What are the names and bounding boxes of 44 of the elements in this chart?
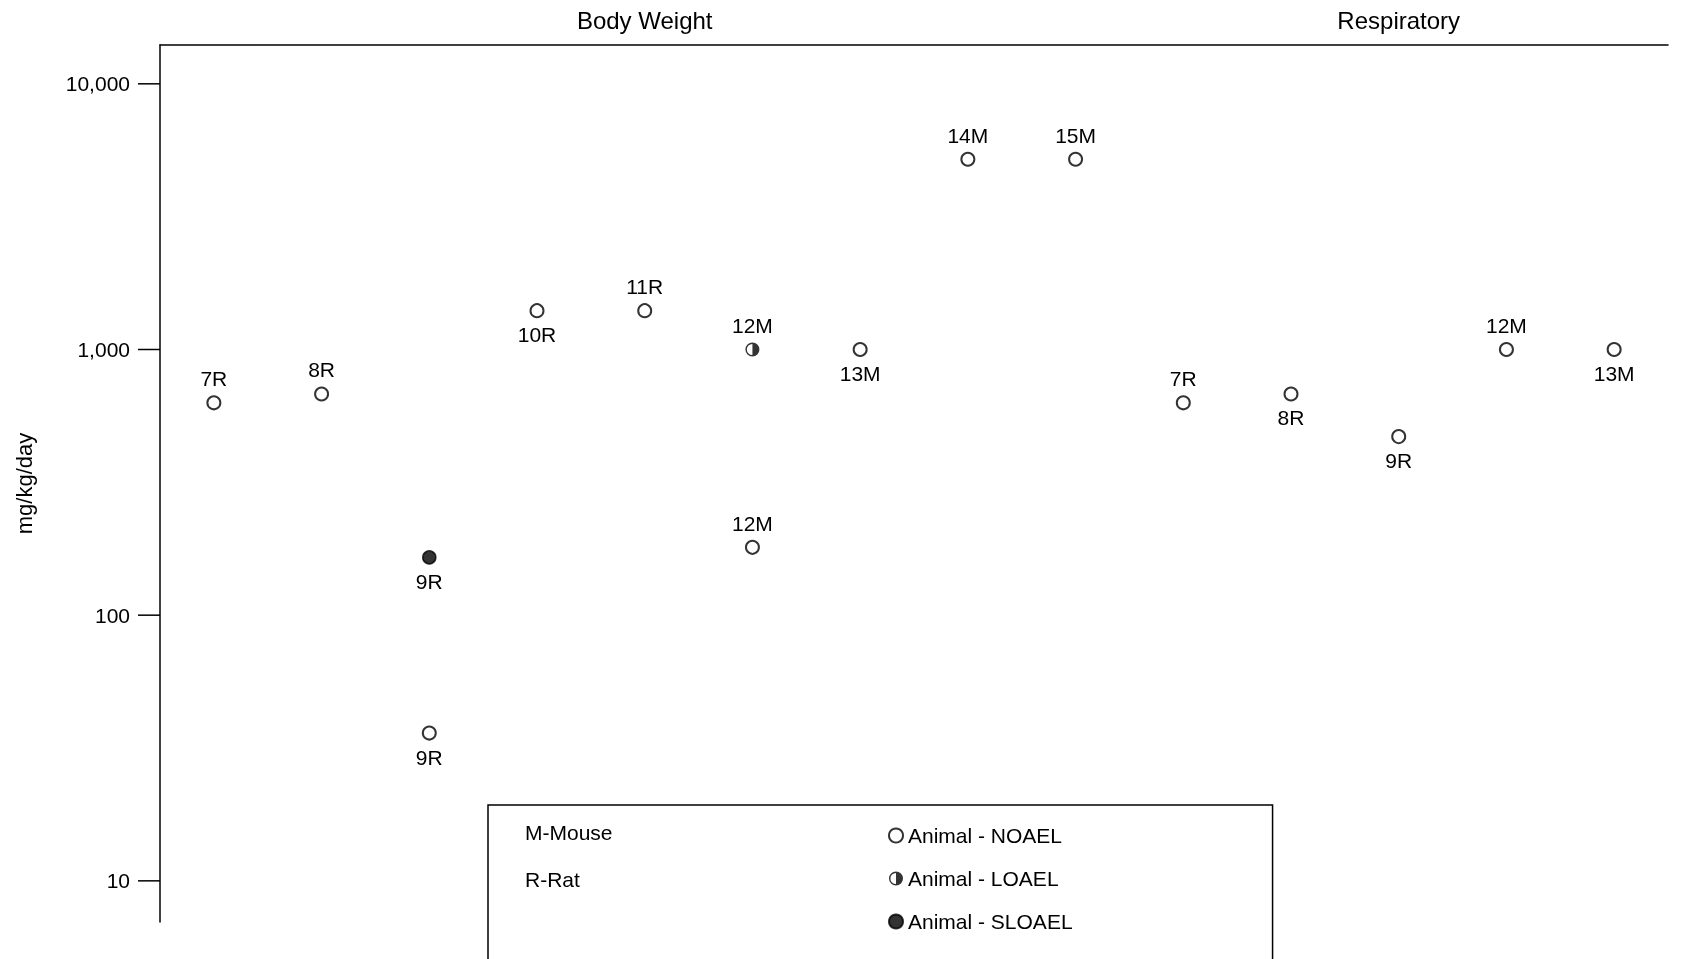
legend-label: Animal - LOAEL (908, 867, 1059, 890)
annotation: 12M (732, 314, 773, 337)
y-tick-label: 100 (94, 603, 130, 627)
point (1391, 429, 1407, 445)
point (960, 151, 976, 167)
point (1606, 342, 1622, 357)
y-tick-label: 1,000 (77, 338, 130, 361)
legend-label: Animal - NOAEL (908, 824, 1063, 847)
point (744, 539, 760, 555)
annotation: 7R (200, 367, 228, 391)
point (745, 342, 760, 357)
annotation: R-Rat (525, 868, 580, 891)
point (1498, 342, 1514, 357)
annotation: 9R (1385, 449, 1413, 473)
annotation: 7R (1169, 367, 1197, 391)
point (314, 386, 330, 402)
annotation: M-Mouse (525, 821, 613, 844)
y-tick-label: 10 (106, 869, 130, 893)
point (206, 395, 222, 411)
annotation: 10R (517, 323, 557, 347)
annotation: 9R (415, 745, 443, 769)
point (852, 342, 868, 357)
point (1068, 151, 1084, 167)
annotation: 12M (732, 511, 773, 535)
annotation: 13M (1593, 362, 1635, 385)
point (1175, 395, 1191, 411)
text: Body Weight (576, 6, 713, 34)
point (1283, 386, 1299, 402)
y-tick-label: 10,000 (65, 72, 130, 96)
annotation: 11R (626, 275, 664, 299)
annotation: 14M (947, 123, 989, 147)
annotation: 15M (1055, 123, 1096, 147)
annotation: 9R (415, 569, 443, 593)
legend-label: Animal - SLOAEL (908, 910, 1073, 933)
annotation: 8R (308, 358, 335, 382)
point (637, 303, 653, 319)
point (421, 725, 437, 741)
annotation: 8R (1277, 406, 1305, 430)
point (529, 303, 545, 319)
y-axis-title: mg/kg/day (11, 432, 37, 535)
annotation: 12M (1486, 314, 1527, 337)
point (422, 550, 437, 565)
text: Respiratory (1337, 6, 1461, 34)
annotation: 13M (839, 362, 881, 385)
